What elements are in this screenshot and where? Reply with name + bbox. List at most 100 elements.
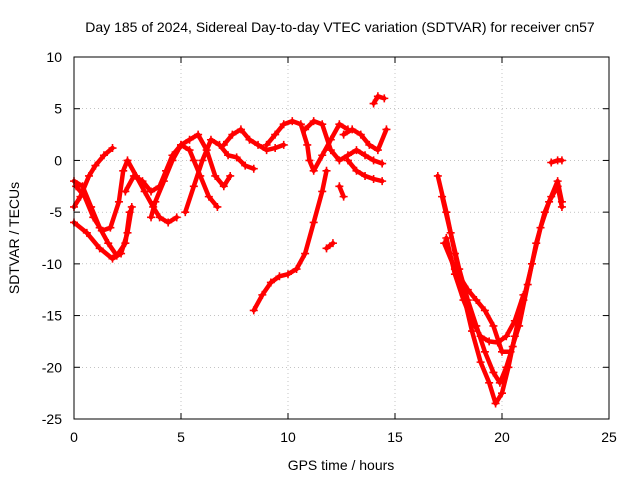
series-arc-15 <box>324 240 336 251</box>
data-point-marker <box>245 135 254 144</box>
data-point-marker <box>194 130 203 139</box>
data-point-marker <box>485 337 494 346</box>
data-point-marker <box>147 187 156 196</box>
data-point-marker <box>335 182 344 191</box>
data-point-marker <box>352 166 361 175</box>
data-series <box>70 92 566 408</box>
data-point-marker <box>279 140 288 149</box>
data-point-marker <box>305 156 314 165</box>
data-point-marker <box>284 270 292 279</box>
data-point-marker <box>147 213 156 222</box>
data-point-marker <box>271 144 280 153</box>
y-axis-label: SDTVAR / TECUs <box>6 182 22 294</box>
x-tick-label: 0 <box>70 429 78 445</box>
data-point-marker <box>459 296 468 305</box>
data-point-marker <box>489 321 498 330</box>
data-point-marker <box>303 140 312 149</box>
data-point-marker <box>189 156 198 165</box>
data-point-marker <box>369 156 378 165</box>
series-arc-9 <box>251 168 329 313</box>
data-point-marker <box>438 192 447 201</box>
data-point-marker <box>506 347 515 356</box>
data-point-marker <box>138 177 147 186</box>
data-point-marker <box>301 125 310 134</box>
data-point-marker <box>369 99 378 108</box>
data-point-marker <box>172 213 181 222</box>
data-point-marker <box>480 347 489 356</box>
data-point-marker <box>95 244 104 253</box>
data-point-marker <box>119 166 128 175</box>
y-tick-label: 0 <box>54 152 62 168</box>
data-point-marker <box>440 239 449 248</box>
y-tick-label: -15 <box>42 308 62 324</box>
data-point-marker <box>296 120 305 129</box>
data-point-marker <box>121 187 130 196</box>
data-point-marker <box>433 171 442 180</box>
series-arc-12 <box>341 127 389 153</box>
data-point-marker <box>80 192 89 201</box>
y-tick-label: -5 <box>50 204 63 220</box>
data-point-marker <box>557 197 566 206</box>
data-point-marker <box>502 332 511 341</box>
data-point-marker <box>309 117 318 126</box>
data-point-marker <box>498 347 506 356</box>
data-point-marker <box>446 228 455 237</box>
plot-frame <box>73 56 610 420</box>
data-point-marker <box>123 156 132 165</box>
data-point-marker <box>123 228 132 237</box>
data-point-marker <box>108 144 117 153</box>
data-point-marker <box>373 92 382 101</box>
data-point-marker <box>236 125 245 134</box>
data-point-marker <box>547 158 556 167</box>
data-point-marker <box>480 306 489 315</box>
series-arc-4 <box>73 158 179 234</box>
x-tick-label: 25 <box>601 429 617 445</box>
data-point-marker <box>348 125 357 134</box>
data-point-marker <box>532 239 541 248</box>
data-point-marker <box>498 389 506 398</box>
data-point-marker <box>495 378 504 387</box>
data-point-marker <box>198 156 207 165</box>
data-point-marker <box>211 171 220 180</box>
data-point-marker <box>213 202 222 211</box>
data-point-marker <box>476 332 485 341</box>
data-point-marker <box>335 156 344 165</box>
data-point-marker <box>266 278 275 287</box>
data-point-marker <box>553 177 562 186</box>
data-point-marker <box>82 228 91 237</box>
data-point-marker <box>84 171 93 180</box>
data-point-marker <box>151 197 160 206</box>
data-point-marker <box>185 135 194 144</box>
data-point-marker <box>472 296 481 305</box>
data-point-marker <box>557 156 566 165</box>
data-point-marker <box>241 161 250 170</box>
data-point-marker <box>468 316 477 325</box>
x-tick-label: 20 <box>494 429 510 445</box>
data-point-marker <box>318 151 327 160</box>
data-point-marker <box>369 175 378 184</box>
x-tick-label: 15 <box>387 429 403 445</box>
data-point-marker <box>254 140 263 149</box>
axis-ticks: 0 5 10 15 20 25 -25 -20 -15 -10 -5 0 5 10 <box>42 49 617 445</box>
data-point-marker <box>129 171 138 180</box>
data-point-marker <box>228 130 237 139</box>
y-tick-label: -25 <box>42 411 62 427</box>
x-axis-label: GPS time / hours <box>288 457 395 473</box>
data-point-marker <box>378 177 387 186</box>
data-point-marker <box>177 140 185 149</box>
series-arc-3 <box>71 145 115 210</box>
data-point-marker <box>224 151 233 160</box>
series-arc-19 <box>444 235 526 345</box>
data-point-marker <box>155 213 164 222</box>
data-point-marker <box>206 135 215 144</box>
data-point-marker <box>189 182 198 191</box>
data-point-marker <box>476 358 485 367</box>
data-point-marker <box>318 187 327 196</box>
data-point-marker <box>219 140 228 149</box>
data-point-marker <box>262 140 271 149</box>
data-point-marker <box>328 239 337 248</box>
data-point-marker <box>378 159 387 168</box>
data-point-marker <box>159 177 168 186</box>
